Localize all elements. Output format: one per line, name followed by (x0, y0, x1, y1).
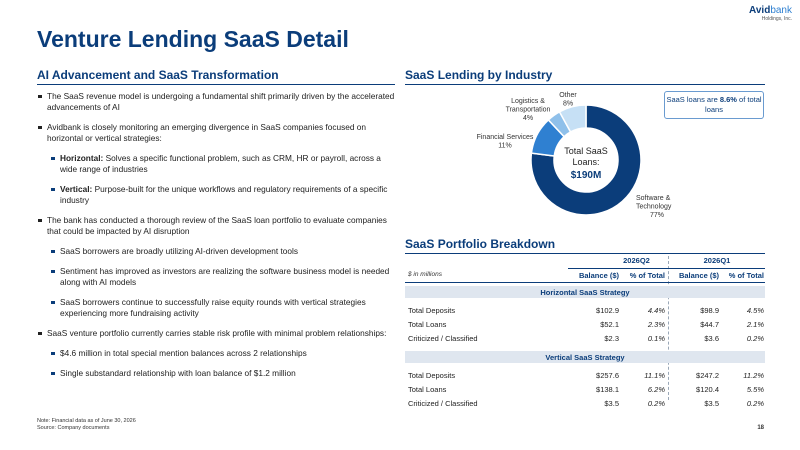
q1-pct-header: % of Total (728, 271, 764, 280)
table-cell-q1-pct: 4.5% (746, 306, 764, 315)
units-label: $ in millions (408, 271, 442, 278)
donut-center-value: $190M (571, 170, 602, 181)
table-cell-q2-bal: $102.9 (596, 306, 619, 315)
q2-balance-header: Balance ($) (578, 271, 619, 280)
bullet-text: SaaS borrowers are broadly utilizing AI-… (60, 246, 298, 256)
portfolio-section-heading: SaaS Portfolio Breakdown (405, 237, 556, 251)
bullet-item: SaaS venture portfolio currently carries… (37, 328, 395, 339)
table-cell-q2-pct: 11.1% (644, 371, 665, 380)
strategy-label: Vertical SaaS Strategy (545, 353, 625, 362)
bullet-item: The bank has conducted a thorough review… (37, 215, 395, 237)
table-cell-q2-pct: 4.4% (647, 306, 665, 315)
donut-center-line2: Loans: (572, 157, 599, 167)
page-number: 18 (757, 425, 764, 431)
sub-bullet-item: Single substandard relationship with loa… (37, 368, 395, 379)
left-section-heading: AI Advancement and SaaS Transformation (37, 68, 279, 82)
company-logo: Avidbank Holdings, Inc. (749, 5, 792, 23)
sub-bullet-item: SaaS borrowers are broadly utilizing AI-… (37, 246, 395, 257)
strategy-band (405, 286, 765, 298)
footnote: Note: Financial data as of June 30, 2026 (37, 418, 136, 424)
table-cell-q2-pct: 6.2% (647, 385, 665, 394)
bullet-text: Sentiment has improved as investors are … (60, 266, 390, 287)
table-cell-q2-bal: $138.1 (596, 385, 619, 394)
portfolio-section-rule (405, 253, 765, 254)
table-cell-q2-bal: $52.1 (600, 320, 619, 329)
table-cell-q1-bal: $120.4 (696, 385, 719, 394)
table-cell-q1-pct: 0.2% (746, 334, 764, 343)
sub-bullet-item: Vertical: Purpose-built for the unique w… (37, 184, 395, 206)
callout-percent: 8.6% (719, 95, 737, 104)
table-cell-q2-bal: $3.5 (604, 399, 619, 408)
period-header-row: 2026Q2 2026Q1 (405, 256, 765, 268)
table-cell-q1-pct: 0.2% (746, 399, 764, 408)
donut-slice-other (558, 104, 587, 133)
industry-section-heading: SaaS Lending by Industry (405, 68, 553, 82)
page-title: Venture Lending SaaS Detail (37, 26, 349, 52)
sub-bullet-item: $4.6 million in total special mention ba… (37, 348, 395, 359)
strategy-band (405, 351, 765, 363)
bullet-item: The SaaS revenue model is undergoing a f… (37, 91, 395, 113)
source-note: Source: Company documents (37, 425, 110, 431)
bullet-text: $4.6 million in total special mention ba… (60, 348, 307, 358)
row-label: Criticized / Classified (408, 334, 478, 343)
bullet-bold-label: Horizontal: (60, 153, 104, 163)
table-cell-q1-bal: $3.5 (704, 399, 719, 408)
logo-subtitle: Holdings, Inc. (761, 16, 792, 22)
donut-label: Logistics & Transportation 4% (506, 98, 551, 122)
donut-slice-software-technology (530, 104, 642, 216)
bullet-text: Avidbank is closely monitoring an emergi… (47, 122, 367, 143)
row-label: Total Loans (408, 385, 447, 394)
donut-label: Other 8% (559, 92, 577, 108)
bullet-text: SaaS venture portfolio currently carries… (47, 328, 387, 338)
logo-wordmark: Avid (749, 5, 771, 16)
table-cell-q2-pct: 0.2% (647, 399, 665, 408)
period-header-q2: 2026Q2 (623, 256, 650, 265)
callout-text-post: of total loans (705, 95, 762, 114)
callout-text-pre: SaaS loans are (666, 95, 720, 104)
table-cell-q1-bal: $44.7 (700, 320, 719, 329)
q1-balance-header: Balance ($) (678, 271, 719, 280)
bullet-list: The SaaS revenue model is undergoing a f… (37, 91, 395, 388)
q2-pct-header: % of Total (629, 271, 665, 280)
period-header-rule (568, 268, 765, 269)
bullet-text: The bank has conducted a thorough review… (47, 215, 387, 236)
table-cell-q1-bal: $3.6 (704, 334, 719, 343)
bullet-text: SaaS borrowers continue to successfully … (60, 297, 366, 318)
table-cell-q2-bal: $257.6 (596, 371, 619, 380)
bullet-text: Single substandard relationship with loa… (60, 368, 296, 378)
period-divider (668, 256, 669, 400)
row-label: Total Deposits (408, 371, 456, 380)
bullet-text: Solves a specific functional problem, su… (60, 153, 381, 174)
logo-wordmark-accent: bank (770, 5, 792, 16)
table-cell-q2-pct: 2.3% (647, 320, 665, 329)
sub-bullet-item: SaaS borrowers continue to successfully … (37, 297, 395, 319)
table-cell-q1-pct: 5.5% (746, 385, 764, 394)
industry-section-rule (405, 84, 765, 85)
table-cell-q1-bal: $247.2 (696, 371, 719, 380)
row-label: Total Deposits (408, 306, 456, 315)
table-cell-q1-bal: $98.9 (700, 306, 719, 315)
column-header-row: $ in millions Balance ($) % of Total Bal… (405, 271, 765, 283)
row-label: Criticized / Classified (408, 399, 478, 408)
table-cell-q1-pct: 2.1% (746, 320, 764, 329)
saas-share-callout: SaaS loans are 8.6% of total loans (664, 91, 764, 119)
column-header-rule (405, 282, 765, 283)
left-section-rule (37, 84, 395, 85)
row-label: Total Loans (408, 320, 447, 329)
strategy-label: Horizontal SaaS Strategy (540, 288, 630, 297)
donut-center-line1: Total SaaS (564, 146, 608, 156)
bullet-text: The SaaS revenue model is undergoing a f… (47, 91, 395, 112)
donut-label: Financial Services 11% (477, 134, 534, 150)
period-header-q1: 2026Q1 (703, 256, 731, 265)
sub-bullet-item: Sentiment has improved as investors are … (37, 266, 395, 288)
table-cell-q1-pct: 11.2% (743, 371, 764, 380)
bullet-item: Avidbank is closely monitoring an emergi… (37, 122, 395, 144)
table-cell-q2-pct: 0.1% (647, 334, 665, 343)
sub-bullet-item: Horizontal: Solves a specific functional… (37, 153, 395, 175)
bullet-bold-label: Vertical: (60, 184, 93, 194)
bullet-text: Purpose-built for the unique workflows a… (60, 184, 388, 205)
table-cell-q2-bal: $2.3 (604, 334, 619, 343)
donut-label: Software & Technology 77% (636, 195, 672, 219)
